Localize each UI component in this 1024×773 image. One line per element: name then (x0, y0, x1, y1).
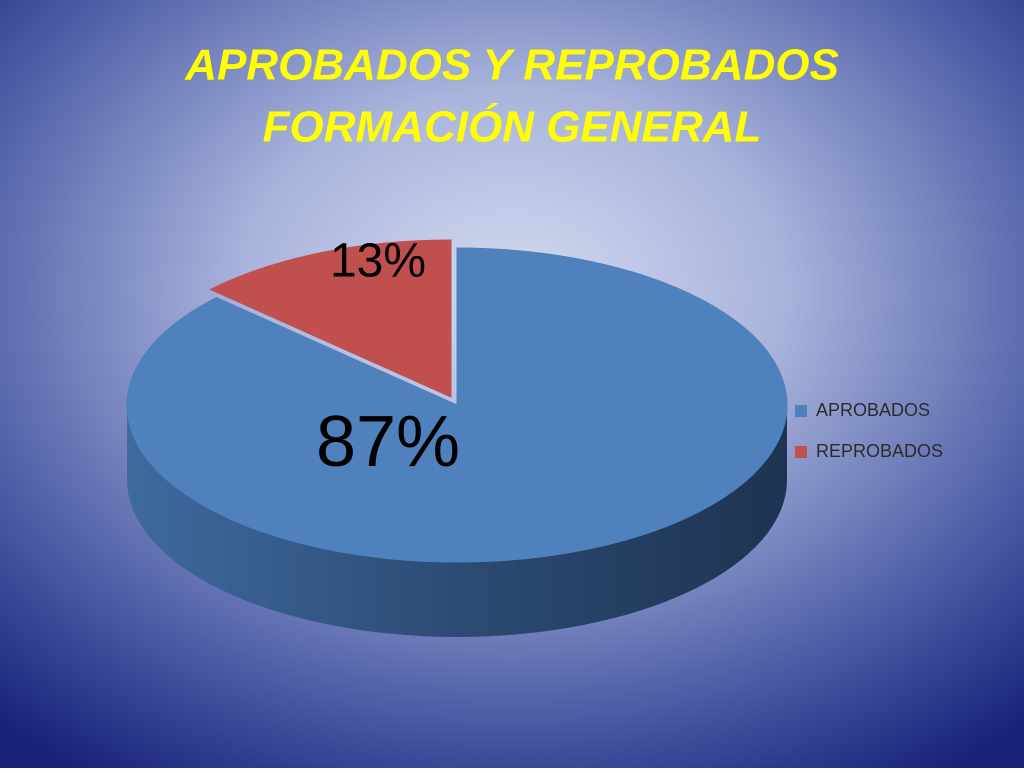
legend: APROBADOS REPROBADOS (795, 400, 943, 461)
pie-side (127, 405, 787, 637)
data-label: 13% (330, 235, 426, 288)
pie-slice (209, 239, 452, 398)
chart-title: APROBADOS Y REPROBADOS (184, 41, 839, 90)
legend-label: REPROBADOS (816, 441, 943, 461)
legend-swatch (795, 446, 807, 458)
pie-slice (126, 247, 788, 563)
pie: 87% 13% (126, 235, 788, 637)
legend-swatch (795, 405, 807, 417)
chart-title: FORMACIÓN GENERAL (263, 102, 762, 152)
data-label: 87% (316, 402, 460, 482)
legend-label: APROBADOS (816, 400, 930, 420)
